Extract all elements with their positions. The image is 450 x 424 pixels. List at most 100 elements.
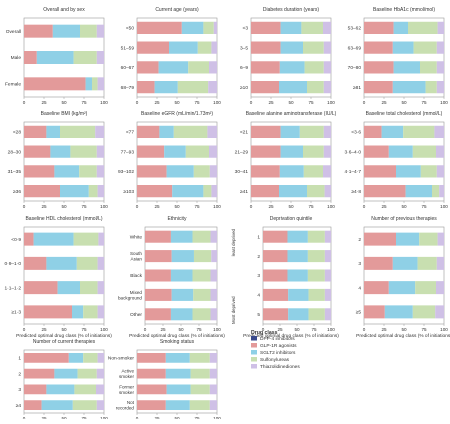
bar-segment-thiazolidinediones: [97, 185, 104, 198]
bar-segment-thiazolidinediones: [210, 288, 217, 301]
bar-segment-sulfonylureas: [425, 81, 437, 94]
bar-segment-sglt2-inhibitors: [170, 308, 193, 321]
bar-segment-sglt2-inhibitors: [280, 21, 302, 34]
category-label: <0·9: [11, 237, 21, 243]
category-label: Male: [11, 55, 22, 61]
bar-segment-thiazolidinediones: [211, 250, 217, 263]
bar-segment-sulfonylureas: [203, 21, 214, 34]
bar-segment-sulfonylureas: [412, 305, 436, 319]
bar-segment-glp-1r-agonists: [145, 308, 171, 321]
bar-segment-glp-1r-agonists: [364, 125, 382, 138]
bar-segment-thiazolidinediones: [435, 305, 444, 319]
bar-segment-sulfonylureas: [420, 61, 437, 74]
panel-title: Baseline alanine aminotransferase (IU/L): [246, 111, 337, 117]
legend-swatch: [251, 350, 257, 355]
x-tick-label: 100: [213, 100, 221, 105]
bar-segment-glp-1r-agonists: [24, 232, 34, 246]
x-tick-label: 25: [268, 100, 274, 105]
bar-segment-sglt2-inhibitors: [169, 41, 198, 54]
bar-segment-sulfonylureas: [419, 232, 438, 246]
bar-segment-sglt2-inhibitors: [41, 400, 73, 411]
bar-segment-glp-1r-agonists: [145, 250, 172, 263]
bar-segment-glp-1r-agonists: [364, 165, 396, 178]
bar-segment-thiazolidinediones: [210, 308, 217, 321]
bar-segment-glp-1r-agonists: [137, 185, 173, 198]
bar-segment-sglt2-inhibitors: [181, 21, 204, 34]
x-tick-label: 50: [288, 204, 294, 209]
bar-segment-sglt2-inhibitors: [405, 185, 432, 198]
x-tick-label: 0: [363, 204, 366, 209]
x-tick-label: 0: [262, 327, 265, 332]
bar-segment-thiazolidinediones: [323, 61, 331, 74]
x-tick-label: 0: [136, 100, 139, 105]
bar-segment-glp-1r-agonists: [263, 250, 288, 263]
bar-segment-glp-1r-agonists: [24, 185, 60, 198]
bar-segment-sulfonylureas: [70, 145, 97, 158]
bar-segment-glp-1r-agonists: [364, 305, 385, 319]
bar-segment-sulfonylureas: [307, 250, 325, 263]
category-label: 4: [257, 293, 260, 299]
category-label: Mixed: [130, 290, 143, 295]
bar-segment-sulfonylureas: [80, 24, 97, 38]
bar-segment-sglt2-inhibitors: [57, 281, 80, 295]
category-label: 5: [257, 312, 260, 318]
bar-segment-sglt2-inhibitors: [166, 384, 191, 395]
category-label: smoker: [119, 374, 135, 379]
bar-segment-thiazolidinediones: [209, 352, 217, 363]
bar-segment-sglt2-inhibitors: [171, 288, 194, 301]
bar-segment-sglt2-inhibitors: [287, 250, 308, 263]
x-axis-label: Predicted optimal drug class (% of initi…: [356, 333, 450, 339]
x-tick-label: 100: [440, 327, 448, 332]
bar-segment-sulfonylureas: [188, 61, 209, 74]
category-label: ≥103: [123, 189, 134, 195]
legend-label: SGLT2 inhibitors: [260, 350, 296, 356]
bar-segment-glp-1r-agonists: [263, 269, 288, 282]
category-label: Non-smoker: [108, 356, 135, 362]
x-axis-label: Predicted optimal drug class (% of initi…: [16, 333, 112, 339]
bar-segment-thiazolidinediones: [324, 288, 331, 301]
bar-segment-sulfonylureas: [173, 125, 208, 138]
legend-swatch: [251, 364, 257, 369]
legend-swatch: [251, 343, 257, 348]
x-tick-label: 75: [421, 100, 427, 105]
bar-segment-sulfonylureas: [189, 400, 210, 411]
x-tick-label: 50: [174, 100, 180, 105]
category-label: 3·6–4·0: [344, 149, 361, 155]
bar-segment-sglt2-inhibitors: [170, 230, 193, 243]
bar-segment-thiazolidinediones: [210, 230, 217, 243]
legend-swatch: [251, 336, 257, 341]
bar-segment-sglt2-inhibitors: [396, 232, 420, 246]
x-tick-label: 0: [250, 204, 253, 209]
bar-segment-sulfonylureas: [412, 145, 436, 158]
bar-segment-thiazolidinediones: [213, 21, 217, 34]
x-tick-label: 50: [61, 327, 67, 332]
bar-segment-sulfonylureas: [190, 384, 210, 395]
y-annotation-top: least deprived: [231, 228, 236, 256]
bar-segment-sulfonylureas: [403, 125, 435, 138]
bar-segment-thiazolidinediones: [209, 384, 217, 395]
legend-title: Drug class: [251, 330, 278, 336]
category-label: ≥1·3: [11, 310, 21, 316]
bar-segment-sglt2-inhibitors: [388, 281, 416, 295]
bar-segment-sglt2-inhibitors: [165, 400, 190, 411]
chart-panel-9: Baseline HDL cholesterol (mmol/L) <0·9 0·9…: [4, 216, 112, 339]
x-tick-label: 75: [421, 204, 427, 209]
x-tick-label: 25: [41, 100, 47, 105]
bar-segment-glp-1r-agonists: [364, 185, 406, 198]
bar-segment-sglt2-inhibitors: [388, 145, 413, 158]
x-axis-label: Predicted optimal drug class (% of initi…: [129, 333, 225, 339]
x-tick-label: 100: [100, 204, 108, 209]
bar-segment-sglt2-inhibitors: [384, 305, 413, 319]
bar-segment-sglt2-inhibitors: [392, 41, 414, 54]
x-tick-label: 50: [401, 327, 407, 332]
x-tick-label: 0: [144, 327, 147, 332]
bar-segment-sulfonylureas: [420, 165, 437, 178]
x-tick-label: 25: [381, 100, 387, 105]
x-tick-label: 0: [23, 204, 26, 209]
category-label: 0·9–1·0: [4, 261, 21, 267]
bar-segment-glp-1r-agonists: [24, 368, 55, 379]
bar-segment-sulfonylureas: [303, 41, 324, 54]
legend-label: Sulfonylureas: [260, 357, 290, 363]
bar-segment-sulfonylureas: [72, 400, 97, 411]
